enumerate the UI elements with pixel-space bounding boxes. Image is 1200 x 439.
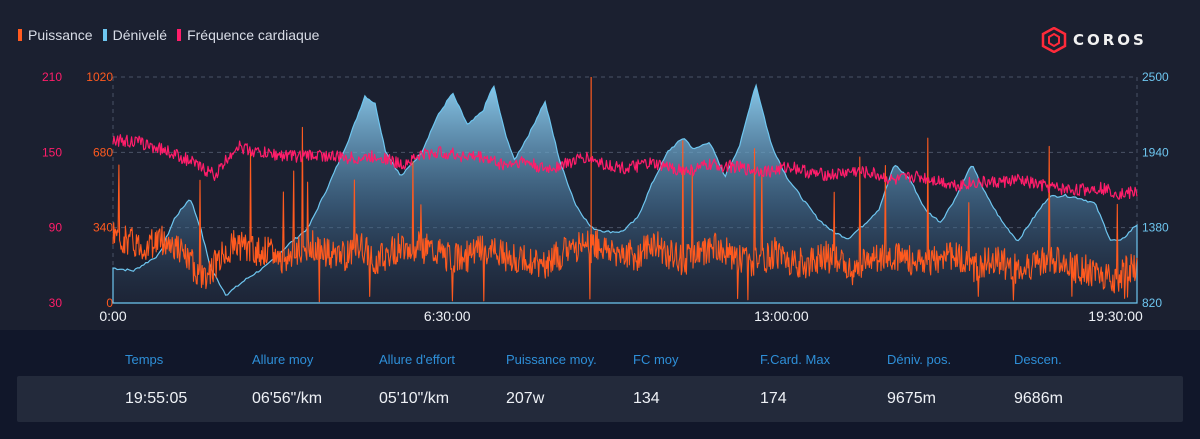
y-tick-label-power: 340 [93, 221, 113, 235]
coros-hexagon-icon [1041, 27, 1067, 53]
y-tick-label-power: 680 [93, 145, 113, 159]
legend-label: Fréquence cardiaque [187, 27, 320, 43]
stat-value: 19:55:05 [125, 390, 188, 407]
stats-values: 19:55:05 06'56"/km 05'10"/km 207w 134 174 9675… [17, 376, 1183, 422]
x-tick-label: 13:00:00 [754, 308, 809, 324]
stats-panel: Temps Allure moy Allure d'effort Puissance … [0, 330, 1200, 439]
legend-item-elevation[interactable]: Dénivelé [102, 27, 168, 43]
y-tick-label-elevation: 1940 [1142, 145, 1169, 159]
y-tick-label-power: 1020 [86, 70, 113, 84]
y-tick-label-heart-rate: 30 [49, 296, 63, 310]
stat-label: Déniv. pos. [887, 352, 952, 367]
chart-area: 210 150 90 30 1020 680 340 0 2500 1940 1380 820 0:00… [18, 27, 1170, 324]
stat-value: 134 [633, 390, 660, 407]
stat-value: 174 [760, 390, 787, 407]
y-tick-label-elevation: 1380 [1142, 221, 1169, 235]
stat-value: 06'56"/km [252, 390, 323, 407]
x-tick-label: 0:00 [99, 308, 126, 324]
power-line [112, 126, 1138, 303]
y-tick-label-heart-rate: 90 [49, 221, 63, 235]
stat-label: F.Card. Max [760, 352, 831, 367]
legend-label: Puissance [28, 27, 93, 43]
heart-rate-line [112, 134, 1138, 200]
power-swatch-icon [18, 29, 22, 41]
stat-value: 9686m [1014, 390, 1063, 407]
chart-legend: Puissance Dénivelé Fréquence cardiaque [18, 27, 319, 43]
stat-label: FC moy [633, 352, 679, 367]
brand-logo: COROS [1041, 27, 1147, 53]
stat-label: Temps [125, 352, 164, 367]
stat-label: Allure d'effort [379, 352, 455, 367]
x-tick-label: 19:30:00 [1088, 308, 1143, 324]
y-tick-label-heart-rate: 150 [42, 145, 62, 159]
stat-label: Allure moy [252, 352, 314, 367]
y-tick-label-elevation: 820 [1142, 296, 1162, 310]
legend-label: Dénivelé [112, 27, 168, 43]
x-tick-label: 6:30:00 [424, 308, 471, 324]
stat-value: 05'10"/km [379, 390, 450, 407]
stat-label: Puissance moy. [506, 352, 597, 367]
activity-chart: 210 150 90 30 1020 680 340 0 2500 1940 1380 820 0:00… [42, 70, 1169, 324]
elevation-swatch-icon [102, 29, 107, 41]
stats-headers: Temps Allure moy Allure d'effort Puissance … [0, 352, 1200, 370]
y-tick-label-power: 0 [106, 296, 113, 310]
stat-value: 207w [506, 390, 545, 407]
y-tick-label-heart-rate: 210 [42, 70, 62, 84]
heart-rate-swatch-icon [177, 29, 182, 41]
stat-value: 9675m [887, 390, 936, 407]
legend-item-power[interactable]: Puissance [18, 27, 93, 43]
legend-item-heart-rate[interactable]: Fréquence cardiaque [177, 27, 319, 43]
y-tick-label-elevation: 2500 [1142, 70, 1169, 84]
stat-label: Descen. [1014, 352, 1062, 367]
brand-name: COROS [1073, 31, 1147, 49]
